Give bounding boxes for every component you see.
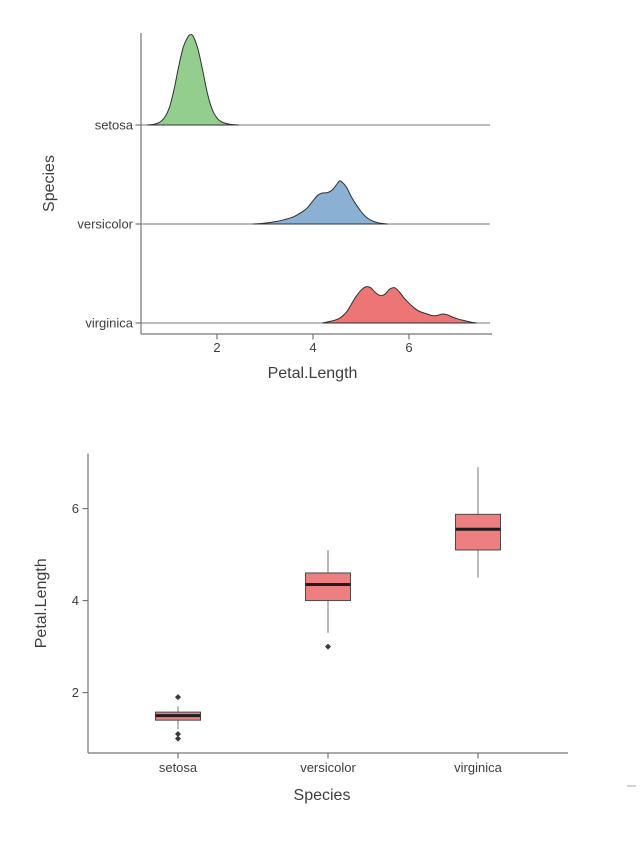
y-tick-label-6: 6 — [72, 501, 79, 516]
x-tick-label-6: 6 — [405, 340, 412, 355]
outlier-point-setosa — [175, 730, 181, 737]
density-area-setosa — [146, 33, 240, 126]
x-tick-label-virginica: virginica — [454, 760, 502, 775]
y-tick-label-setosa: setosa — [95, 118, 134, 133]
box-virginica — [455, 513, 501, 551]
density-area-virginica — [322, 286, 477, 324]
box-group-setosa — [155, 694, 201, 742]
y-tick-label-virginica: virginica — [85, 316, 133, 331]
y-axis-title: Species — [41, 155, 58, 212]
boxplot-svg: 2 4 6 setosa versicolor virginica Species Petal… — [33, 453, 568, 804]
y-tick-label-2: 2 — [72, 685, 79, 700]
outlier-point-setosa — [175, 735, 181, 742]
x-axis-title: Petal.Length — [268, 365, 358, 382]
box-group-virginica — [455, 467, 501, 578]
box-versicolor — [305, 572, 351, 602]
y-axis-title: Petal.Length — [33, 558, 50, 648]
ridgeline-plot-svg: setosa versicolor virginica 2 4 6 Petal.Length… — [41, 33, 492, 382]
x-tick-label-setosa: setosa — [159, 760, 198, 775]
outlier-point-setosa — [175, 694, 181, 701]
box-group-versicolor — [305, 549, 351, 650]
x-tick-label-2: 2 — [213, 340, 220, 355]
outlier-point-versicolor — [325, 643, 331, 650]
x-tick-label-versicolor: versicolor — [300, 760, 356, 775]
x-tick-label-4: 4 — [309, 340, 316, 355]
y-tick-label-4: 4 — [72, 593, 79, 608]
stray-mark-artifact — [627, 785, 636, 787]
y-tick-label-versicolor: versicolor — [77, 217, 133, 232]
x-axis-title: Species — [294, 787, 351, 804]
density-area-versicolor — [252, 180, 388, 225]
